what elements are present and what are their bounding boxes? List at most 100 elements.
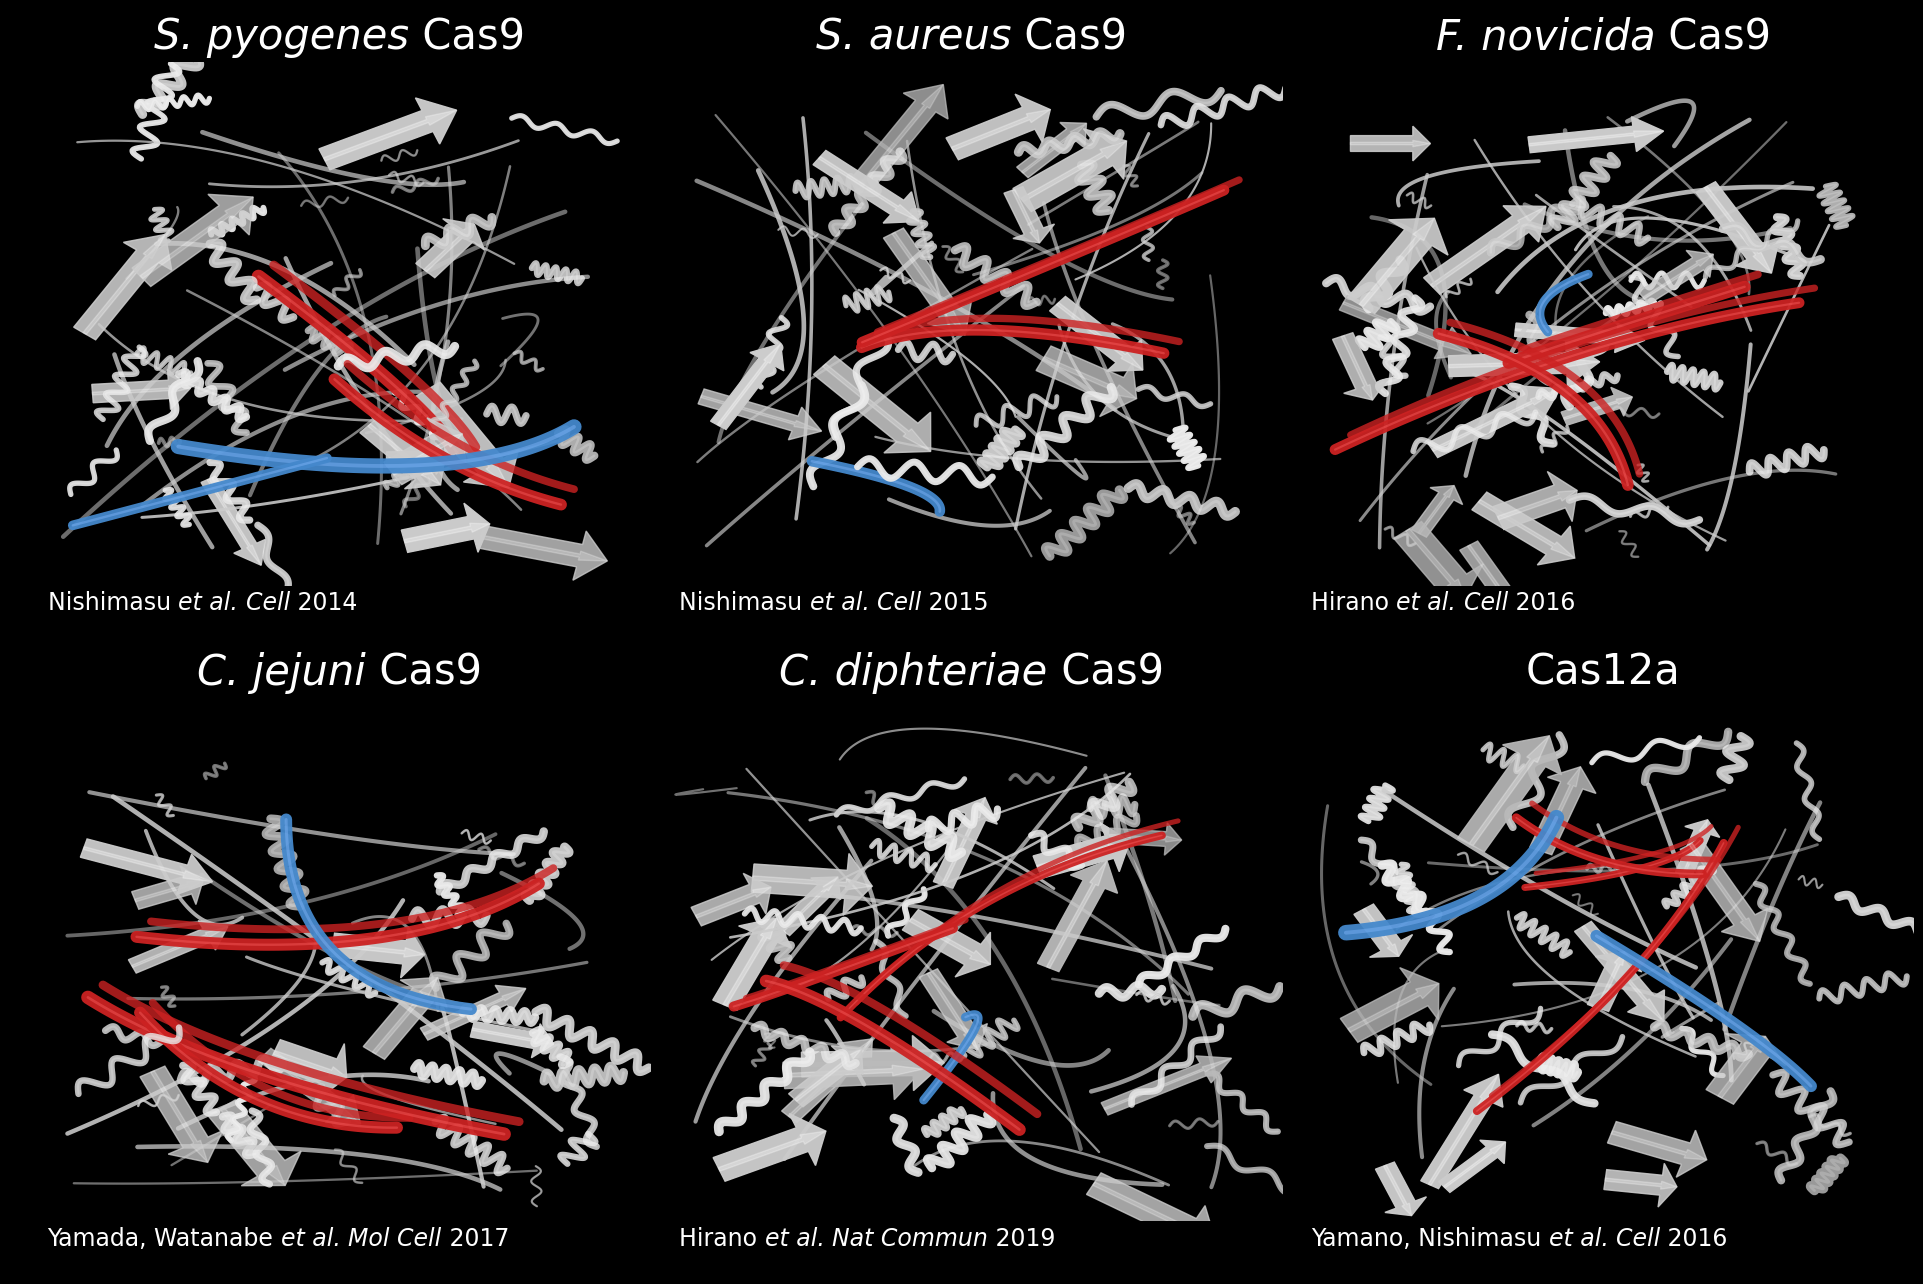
FancyArrow shape [1350, 126, 1429, 160]
FancyArrow shape [387, 456, 450, 461]
FancyArrow shape [1108, 823, 1181, 855]
Text: Hirano: Hirano [1310, 591, 1396, 615]
FancyArrow shape [700, 395, 821, 431]
FancyArrow shape [402, 503, 490, 552]
FancyArrow shape [1448, 340, 1598, 385]
FancyArrow shape [1427, 1075, 1498, 1185]
FancyArrow shape [140, 196, 254, 279]
FancyArrow shape [219, 1107, 285, 1185]
Text: Cell: Cell [1463, 591, 1508, 615]
FancyArrow shape [415, 383, 517, 488]
Text: et al.: et al. [763, 1226, 825, 1251]
FancyArrow shape [1694, 182, 1777, 273]
FancyArrow shape [694, 887, 771, 918]
FancyArrow shape [794, 1049, 862, 1102]
FancyArrow shape [81, 838, 212, 895]
FancyArrow shape [92, 370, 190, 410]
FancyArrow shape [1704, 186, 1771, 273]
FancyArrow shape [950, 109, 1050, 150]
FancyArrow shape [1527, 117, 1663, 153]
FancyArrow shape [927, 972, 977, 1050]
Text: S. aureus: S. aureus [815, 17, 1011, 58]
FancyArrow shape [383, 417, 467, 484]
FancyArrow shape [267, 1040, 346, 1100]
FancyArrow shape [1086, 1172, 1215, 1253]
FancyArrow shape [1050, 297, 1142, 371]
FancyArrow shape [852, 85, 948, 189]
FancyArrow shape [1642, 254, 1713, 299]
FancyArrow shape [1604, 1163, 1677, 1207]
Text: Nishimasu: Nishimasu [48, 591, 179, 615]
Text: C. jejuni: C. jejuni [198, 652, 365, 693]
FancyArrow shape [1515, 329, 1644, 340]
Text: Cell: Cell [1615, 1226, 1660, 1251]
FancyArrow shape [1346, 218, 1448, 313]
FancyArrow shape [150, 1071, 208, 1162]
FancyArrow shape [1679, 838, 1767, 941]
FancyArrow shape [752, 876, 871, 890]
FancyArrow shape [788, 1046, 862, 1107]
FancyArrow shape [902, 909, 990, 977]
FancyArrow shape [1596, 951, 1623, 1008]
FancyArrow shape [133, 194, 254, 286]
FancyArrow shape [1423, 205, 1546, 294]
FancyArrow shape [862, 85, 942, 184]
Text: 2014: 2014 [290, 591, 358, 615]
FancyArrow shape [940, 797, 985, 886]
FancyArrow shape [423, 225, 475, 272]
FancyArrow shape [1688, 844, 1760, 941]
FancyArrow shape [1375, 1162, 1425, 1216]
FancyArrow shape [425, 388, 508, 488]
FancyArrow shape [1036, 860, 1117, 972]
FancyArrow shape [1573, 922, 1663, 1022]
Text: et al.: et al. [810, 591, 869, 615]
FancyArrow shape [781, 877, 837, 931]
FancyArrow shape [723, 918, 777, 1005]
FancyArrow shape [373, 977, 438, 1054]
FancyArrow shape [775, 877, 840, 936]
FancyArrow shape [360, 417, 444, 489]
FancyArrow shape [1342, 302, 1471, 354]
FancyArrow shape [1100, 1055, 1231, 1115]
FancyArrow shape [698, 389, 821, 440]
FancyArrow shape [1438, 1140, 1504, 1193]
FancyArrow shape [1467, 544, 1523, 621]
FancyArrow shape [1354, 904, 1411, 958]
FancyArrow shape [404, 524, 490, 543]
FancyArrow shape [1431, 389, 1560, 451]
FancyArrow shape [1469, 736, 1548, 846]
FancyArrow shape [1036, 841, 1129, 869]
FancyArrow shape [1442, 1141, 1504, 1188]
FancyArrow shape [1011, 128, 1127, 212]
FancyArrow shape [469, 1022, 554, 1058]
FancyArrow shape [813, 356, 931, 453]
FancyArrow shape [1560, 388, 1631, 425]
Text: Nishimasu: Nishimasu [679, 591, 810, 615]
FancyArrow shape [1681, 819, 1708, 876]
Text: 2016: 2016 [1660, 1226, 1727, 1251]
FancyArrow shape [319, 98, 456, 169]
FancyArrow shape [419, 985, 525, 1040]
FancyArrow shape [208, 1100, 302, 1185]
FancyArrow shape [1333, 333, 1388, 401]
Text: Cas12a: Cas12a [1525, 652, 1681, 693]
FancyArrow shape [1358, 218, 1435, 307]
FancyArrow shape [817, 157, 919, 221]
FancyArrow shape [1581, 926, 1663, 1022]
Text: et al.: et al. [179, 591, 238, 615]
Text: Cell: Cell [246, 591, 290, 615]
FancyArrow shape [910, 918, 990, 964]
FancyArrow shape [83, 235, 165, 334]
Text: 2017: 2017 [440, 1226, 508, 1251]
Text: 2019: 2019 [988, 1226, 1056, 1251]
Text: Cas9: Cas9 [1048, 652, 1163, 693]
FancyArrow shape [73, 235, 171, 340]
FancyArrow shape [1042, 357, 1136, 398]
FancyArrow shape [823, 363, 931, 452]
FancyArrow shape [1346, 984, 1438, 1032]
FancyArrow shape [802, 1035, 944, 1090]
FancyArrow shape [1604, 1179, 1677, 1189]
Text: Cas9: Cas9 [365, 652, 483, 693]
FancyArrow shape [1513, 324, 1644, 353]
FancyArrow shape [131, 865, 202, 909]
